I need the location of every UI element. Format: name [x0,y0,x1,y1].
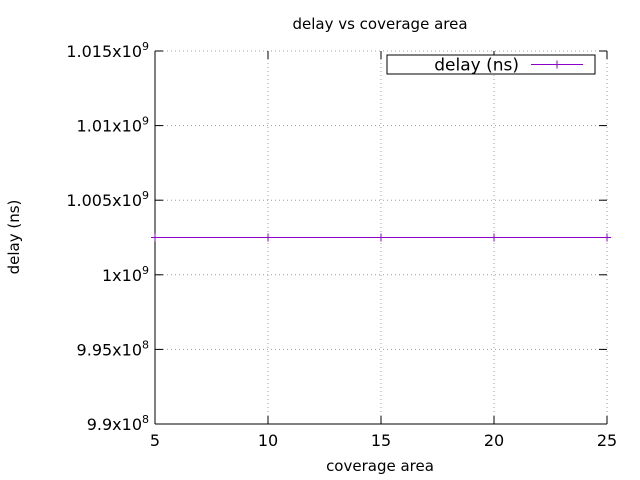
x-tick-label: 25 [597,431,617,450]
x-axis-label: coverage area [326,457,434,475]
legend-box [386,54,596,75]
y-tick-label: 1x109 [102,264,149,285]
legend: delay (ns) [386,54,596,76]
legend-label: delay (ns) [434,56,519,76]
y-tick-label: 9.95x108 [77,338,149,359]
data-point [603,233,611,242]
grid [155,50,608,424]
data-point [264,233,272,242]
y-tick-label: 9.9x108 [87,413,149,434]
chart-title: delay vs coverage area [292,15,467,33]
data-point [151,233,159,242]
x-tick-label: 10 [258,431,278,450]
x-tick-label: 15 [371,431,391,450]
x-tick-label: 20 [484,431,504,450]
y-axis-label: delay (ns) [5,200,23,275]
data-point [490,233,498,242]
y-tick-label: 1.005x109 [66,189,149,210]
axes: 5 10 15 20 25 9.9x108 9.95x108 1x109 1.005x109 1.… [66,40,617,450]
series-layer [151,233,611,242]
y-tick-label: 1.015x109 [66,40,149,61]
x-tick-label: 5 [150,431,160,450]
y-tick-label: 1.01x109 [77,115,149,136]
data-point [377,233,385,242]
